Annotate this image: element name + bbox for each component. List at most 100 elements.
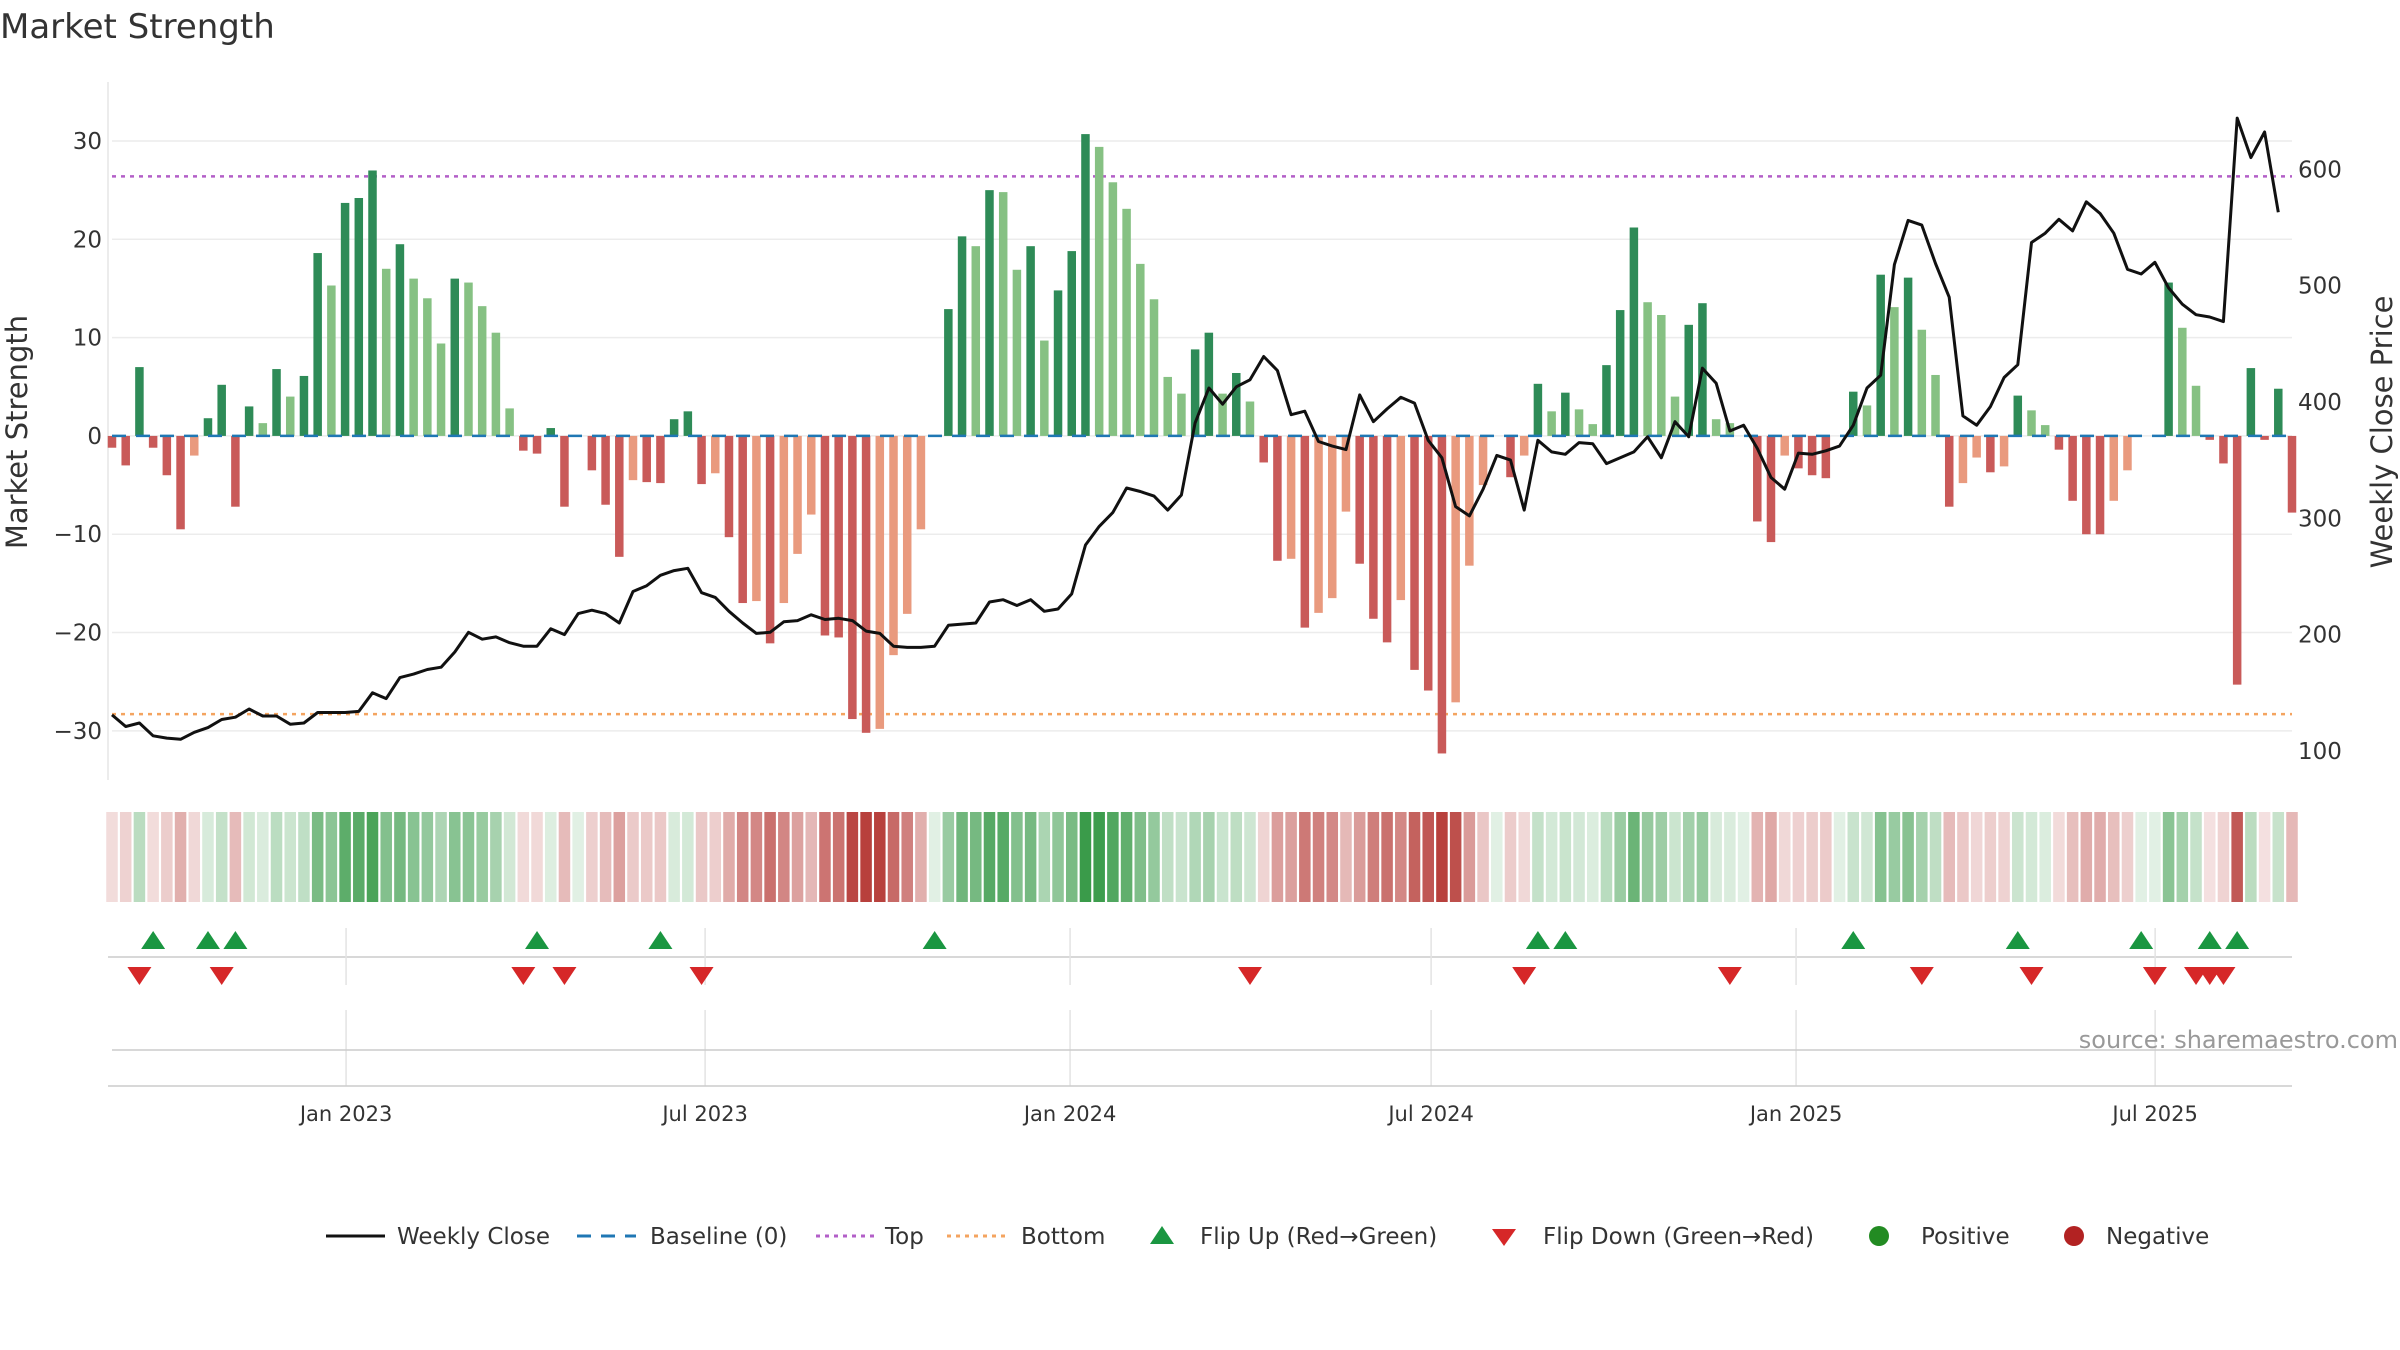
flip-markers xyxy=(127,931,2250,985)
flip-down-marker xyxy=(689,967,714,985)
strength-bar xyxy=(546,428,555,436)
heat-cell xyxy=(1120,812,1133,902)
heat-cell xyxy=(1874,812,1887,902)
heat-cell xyxy=(2012,812,2024,902)
weekly-close-line xyxy=(111,116,2280,741)
heat-cell xyxy=(270,812,283,902)
strength-bar xyxy=(1204,332,1214,436)
strength-bar xyxy=(2109,435,2119,501)
strength-bar xyxy=(1684,324,1693,436)
heat-cell xyxy=(1367,812,1380,902)
strength-bar xyxy=(231,435,240,507)
y-tick-label: −30 xyxy=(53,719,102,745)
strength-bar xyxy=(1122,208,1131,436)
strength-bar xyxy=(135,367,144,436)
heat-cell xyxy=(1861,812,1873,902)
strength-bar xyxy=(2068,435,2077,501)
heat-cell xyxy=(2286,812,2298,902)
heat-cell xyxy=(1408,812,1421,902)
heat-cell xyxy=(106,812,118,902)
heat-cell xyxy=(421,812,434,902)
heat-cell xyxy=(1093,812,1105,902)
strength-bar xyxy=(752,435,761,602)
heat-cell xyxy=(1737,812,1750,902)
heat-cell xyxy=(188,812,201,902)
heat-cell xyxy=(2094,812,2106,902)
strength-bar xyxy=(615,435,624,557)
legend-label: Weekly Close xyxy=(397,1224,550,1250)
strength-bar xyxy=(765,435,775,644)
strength-bar xyxy=(313,253,322,436)
heat-cell xyxy=(1011,812,1023,902)
strength-bar xyxy=(217,384,226,436)
heat-cell xyxy=(682,812,694,902)
flip-down-marker xyxy=(2211,967,2236,985)
heat-cell xyxy=(613,812,626,902)
strength-bar xyxy=(381,268,391,436)
strength-bar xyxy=(1081,134,1090,436)
strength-bar xyxy=(464,282,473,436)
y2-tick-label: 400 xyxy=(2298,390,2342,416)
heat-cell xyxy=(1436,812,1448,902)
heat-cell xyxy=(2039,812,2051,902)
heat-cell xyxy=(1545,812,1558,902)
strength-bar xyxy=(1396,435,1406,601)
y-tick-label: 0 xyxy=(87,424,102,450)
heat-cell xyxy=(298,812,310,902)
heat-cell xyxy=(2217,812,2230,902)
heat-cell xyxy=(353,812,365,902)
heat-cell xyxy=(640,812,653,902)
strength-bar xyxy=(1163,376,1172,436)
heat-cell xyxy=(490,812,502,902)
x-tick-label: Jan 2023 xyxy=(298,1102,393,1126)
heat-cell xyxy=(1696,812,1709,902)
x-tick-label: Jul 2023 xyxy=(660,1102,747,1126)
heat-cell xyxy=(1532,812,1544,902)
heat-cell xyxy=(503,812,516,902)
heat-cell xyxy=(2121,812,2134,902)
strength-bar xyxy=(1328,435,1337,599)
right-y-tick-labels: 600 500 400 300 200 100 xyxy=(2298,157,2342,765)
strength-bar xyxy=(1917,329,1927,436)
heat-cell xyxy=(1024,812,1037,902)
legend-label: Top xyxy=(884,1224,924,1250)
flip-down-marker xyxy=(2142,967,2167,985)
heat-cell xyxy=(915,812,927,902)
heat-cell xyxy=(1271,812,1284,902)
strength-bar xyxy=(1369,435,1378,619)
strength-bar xyxy=(711,435,720,474)
heat-cell xyxy=(654,812,667,902)
strength-bar xyxy=(2205,435,2214,440)
heat-cell xyxy=(380,812,392,902)
strength-bar xyxy=(1519,435,1529,456)
heat-cell xyxy=(723,812,735,902)
heat-cell xyxy=(1463,812,1476,902)
bottom-panel: source: sharemaestro.com Jan 2023 Jul 202… xyxy=(108,1010,2398,1126)
heat-cell xyxy=(1477,812,1489,902)
strength-bar xyxy=(683,411,693,436)
heat-cell xyxy=(901,812,913,902)
strength-bar xyxy=(1177,393,1186,436)
strength-bar xyxy=(505,408,514,436)
flip-up-marker xyxy=(1841,931,1866,949)
heat-cell xyxy=(133,812,146,902)
heat-cell xyxy=(243,812,255,902)
heat-cell xyxy=(311,812,324,902)
heat-cell xyxy=(2162,812,2175,902)
strength-bar xyxy=(1040,340,1049,436)
heat-cell xyxy=(1203,812,1215,902)
heat-cell xyxy=(1820,812,1832,902)
heat-cell xyxy=(805,812,818,902)
strength-bar xyxy=(1753,435,1762,522)
legend-label: Baseline (0) xyxy=(650,1224,787,1250)
flip-down-marker xyxy=(1512,967,1537,985)
heat-cell xyxy=(449,812,461,902)
flip-panel xyxy=(108,928,2292,985)
heat-cell xyxy=(1326,812,1339,902)
y2-tick-label: 200 xyxy=(2298,623,2342,649)
heat-cell xyxy=(1052,812,1064,902)
strength-bar xyxy=(203,418,213,436)
heat-cell xyxy=(1847,812,1860,902)
strength-bar xyxy=(1999,435,2009,467)
